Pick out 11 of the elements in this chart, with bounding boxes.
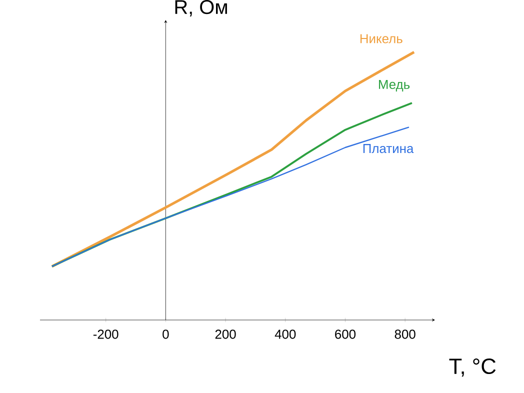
x-tick-label: 200 (215, 330, 236, 339)
series-label: Платина (363, 144, 414, 154)
x-tick-label: 800 (394, 330, 416, 339)
x-tick-label: 400 (274, 330, 296, 339)
series-label: Медь (378, 80, 410, 92)
x-tick-label: 0 (162, 330, 169, 339)
x-axis-title: T, °C (449, 358, 496, 377)
x-tick-label: -200 (93, 330, 118, 339)
y-axis-title: R, Ом (175, 0, 227, 16)
x-tick-label: 600 (335, 330, 356, 339)
series-label: Никель (360, 34, 402, 44)
